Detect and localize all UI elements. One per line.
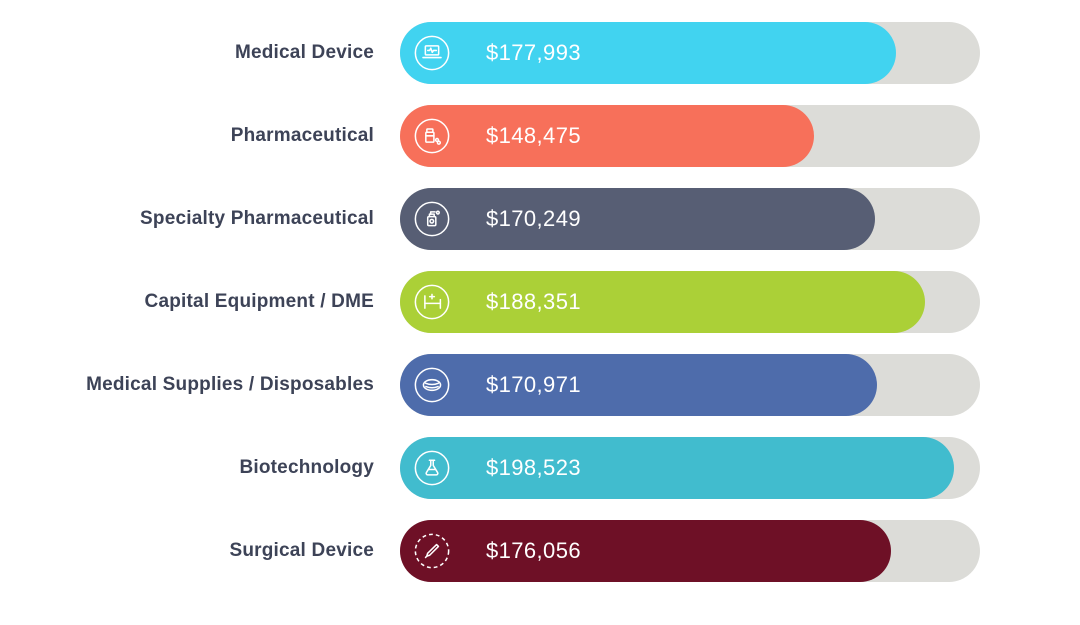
value-label: $188,351 [486,289,581,314]
chart-row: Surgical Device $176,056 [0,520,1080,582]
chart-row: Specialty Pharmaceutical $170,249 [0,188,1080,250]
value-label: $177,993 [486,40,581,65]
value-label: $176,056 [486,538,581,563]
bar-track: $170,971 [400,354,980,416]
chart-row: Medical Supplies / Disposables $170,971 [0,354,1080,416]
bar-track: $177,993 [400,22,980,84]
category-label: Biotechnology [239,457,374,478]
chart-row: Capital Equipment / DME $188,351 [0,271,1080,333]
chart-row: Pharmaceutical $148,475 [0,105,1080,167]
bar-track: $188,351 [400,271,980,333]
hospital-bed-icon [413,283,451,321]
value-label: $170,249 [486,206,581,231]
bar-fill: $170,249 [400,188,875,250]
chart-row: Medical Device $177,993 [0,22,1080,84]
category-label: Medical Supplies / Disposables [86,374,374,395]
bar-track: $148,475 [400,105,980,167]
pill-bottle-icon [413,117,451,155]
category-label: Pharmaceutical [230,125,374,146]
category-label: Medical Device [234,42,374,63]
value-label: $198,523 [486,455,581,480]
scalpel-icon [413,532,451,570]
bar-fill: $176,056 [400,520,891,582]
flask-icon [413,449,451,487]
value-label: $148,475 [486,123,581,148]
medical-device-icon [413,34,451,72]
bar-fill: $148,475 [400,105,814,167]
medicine-bottle-icon [413,200,451,238]
mask-icon [413,366,451,404]
category-label: Surgical Device [229,540,374,561]
chart-row: Biotechnology $198,523 [0,437,1080,499]
category-label: Specialty Pharmaceutical [140,208,374,229]
bar-track: $198,523 [400,437,980,499]
value-label: $170,971 [486,372,581,397]
bar-fill: $170,971 [400,354,877,416]
bar-fill: $198,523 [400,437,954,499]
bar-track: $170,249 [400,188,980,250]
bar-track: $176,056 [400,520,980,582]
bar-fill: $188,351 [400,271,926,333]
salary-bar-chart: Medical Device $177,993 Pharmaceutical $… [0,22,1080,582]
category-label: Capital Equipment / DME [144,291,374,312]
bar-fill: $177,993 [400,22,897,84]
